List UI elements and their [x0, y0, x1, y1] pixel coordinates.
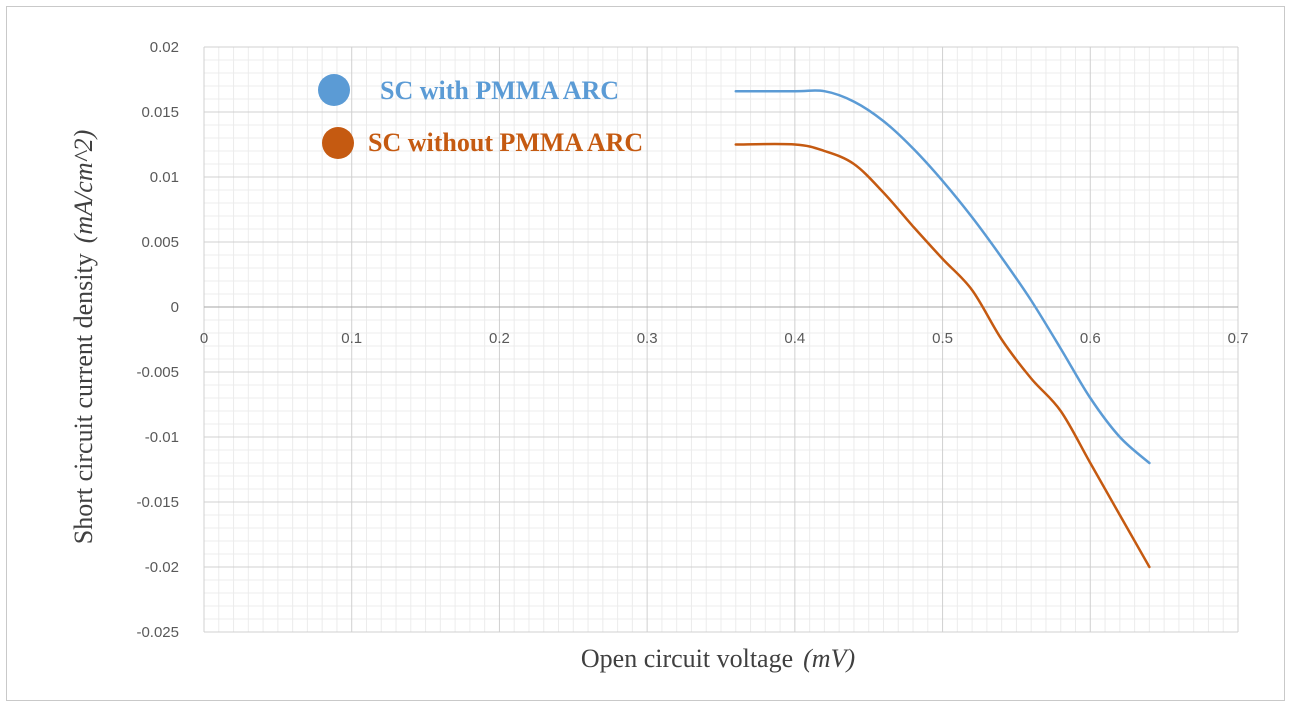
x-axis-title: Open circuit voltage (mV)	[581, 644, 855, 673]
y-tick-label: 0.01	[150, 169, 179, 186]
y-tick-label: 0.02	[150, 39, 179, 56]
legend-label-sc-without-pmma-arc: SC without PMMA ARC	[368, 128, 643, 157]
y-axis-label: Short circuit current density	[69, 253, 98, 544]
y-tick-label: 0.005	[141, 234, 179, 251]
x-tick-label: 0.7	[1228, 330, 1249, 347]
y-axis-unit: (mA/cm^2)	[69, 130, 98, 243]
x-tick-label: 0.4	[784, 330, 805, 347]
y-tick-label: 0.015	[141, 104, 179, 121]
y-tick-label: -0.02	[145, 559, 179, 576]
y-tick-label: -0.025	[136, 624, 179, 641]
y-tick-label: -0.005	[136, 364, 179, 381]
x-tick-label: 0.2	[489, 330, 510, 347]
y-axis-tick-labels: 0.02 0.015 0.01 0.005 0 -0.005 -0.01 -0.015 -0.0…	[136, 39, 179, 641]
legend-marker-sc-with-pmma-arc	[318, 74, 350, 106]
x-tick-label: 0.3	[637, 330, 658, 347]
y-tick-label: 0	[171, 299, 179, 316]
x-tick-label: 0.5	[932, 330, 953, 347]
x-tick-label: 0	[200, 330, 208, 347]
x-axis-label: Open circuit voltage	[581, 644, 793, 673]
legend-label-sc-with-pmma-arc: SC with PMMA ARC	[380, 76, 619, 105]
y-tick-label: -0.01	[145, 429, 179, 446]
y-axis-title: Short circuit current density (mA/cm^2)	[69, 130, 98, 544]
x-tick-label: 0.6	[1080, 330, 1101, 347]
y-tick-label: -0.015	[136, 494, 179, 511]
x-axis-unit: (mV)	[803, 644, 855, 673]
legend-marker-sc-without-pmma-arc	[322, 127, 354, 159]
x-tick-label: 0.1	[341, 330, 362, 347]
